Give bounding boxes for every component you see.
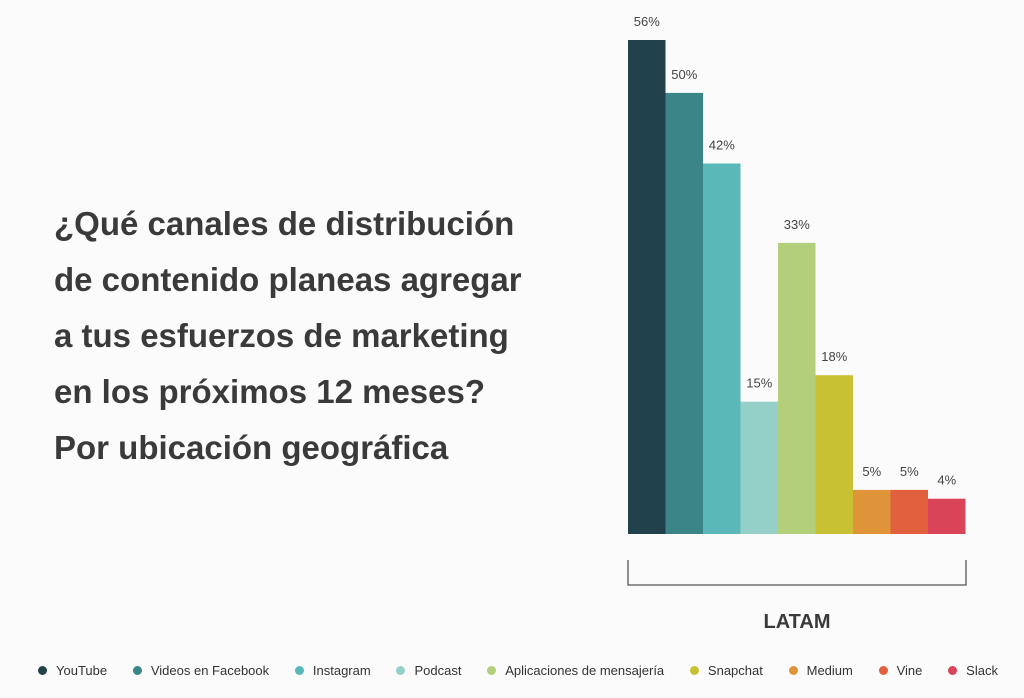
value-label: 5% — [900, 464, 919, 479]
legend-dot-icon — [788, 666, 798, 675]
bar-youtube — [628, 40, 666, 534]
chart-question-title: ¿Qué canales de distribución de contenid… — [54, 196, 594, 476]
value-label: 4% — [937, 473, 956, 488]
value-label: 33% — [784, 217, 810, 232]
legend-item: YouTube — [38, 663, 107, 678]
question-line-3: a tus esfuerzos de marketing — [54, 317, 509, 354]
group-label: LATAM — [763, 611, 830, 633]
legend-label: Podcast — [414, 663, 462, 678]
bar-snapchat — [815, 375, 853, 534]
legend-label: Videos en Facebook — [150, 663, 270, 678]
legend-label: Instagram — [312, 663, 371, 678]
legend-item: Vine — [878, 663, 923, 678]
legend-label: YouTube — [56, 663, 108, 678]
legend-item: Instagram — [294, 663, 371, 678]
bar-instagram — [703, 163, 741, 534]
legend-item: Podcast — [396, 663, 461, 678]
legend-item: Aplicaciones de mensajería — [487, 663, 664, 678]
bar-podcast — [740, 401, 778, 534]
bar-series — [628, 40, 966, 534]
legend-label: Slack — [966, 663, 998, 678]
bar-aplicaciones-de-mensajer-a — [778, 242, 816, 534]
legend-item: Medium — [788, 663, 853, 678]
value-label: 50% — [671, 67, 697, 82]
legend-item: Snapchat — [689, 663, 763, 678]
question-line-2: de contenido planeas agregar — [54, 261, 522, 298]
legend-item: Slack — [948, 663, 998, 678]
chart-legend: YouTube Videos en Facebook Instagram Podcas… — [38, 663, 998, 678]
group-bracket — [627, 560, 967, 586]
legend-label: Snapchat — [707, 663, 763, 678]
question-line-1: ¿Qué canales de distribución — [54, 205, 515, 242]
bar-medium — [853, 489, 891, 534]
legend-dot-icon — [487, 666, 497, 675]
value-label: 5% — [862, 464, 881, 479]
legend-item: Videos en Facebook — [132, 663, 270, 678]
legend-label: Medium — [806, 663, 853, 678]
value-labels: 56% 50% 42% 15% 33% 18% 5% 5% 4% — [634, 14, 957, 488]
value-label: 18% — [821, 349, 847, 364]
value-label: 42% — [709, 138, 735, 153]
legend-dot-icon — [878, 666, 888, 675]
legend-label: Aplicaciones de mensajería — [505, 663, 665, 678]
bar-vine — [890, 489, 928, 534]
legend-dot-icon — [294, 666, 304, 675]
question-line-4: en los próximos 12 meses? — [54, 373, 486, 410]
legend-dot-icon — [396, 666, 406, 675]
legend-dot-icon — [132, 666, 142, 675]
legend-dot-icon — [38, 666, 47, 675]
question-line-5: Por ubicación geográfica — [54, 429, 449, 466]
legend-dot-icon — [689, 666, 699, 675]
legend-dot-icon — [948, 666, 958, 675]
value-label: 56% — [634, 14, 660, 29]
value-label: 15% — [746, 376, 772, 391]
bar-videos-en-facebook — [665, 92, 703, 534]
bar-slack — [928, 498, 966, 534]
legend-label: Vine — [896, 663, 923, 678]
